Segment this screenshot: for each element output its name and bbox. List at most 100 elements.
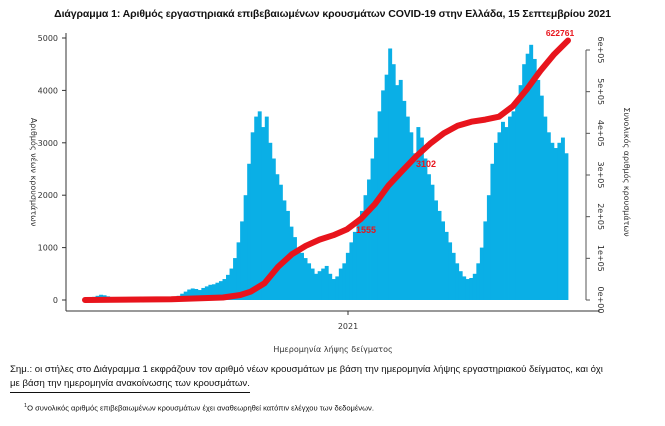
bar [201,287,206,300]
bar [307,263,312,300]
note-line-2: με βάση την ημερομηνία ανακοίνωσης των κ… [10,377,250,393]
y-tick-label: 4000 [38,86,58,95]
bar [289,226,294,300]
bar [349,242,354,300]
bar [190,288,195,300]
bar [367,179,371,300]
y2-tick-label: 4e+05 [596,120,605,147]
bar [539,95,544,300]
bar [268,142,273,300]
bar [497,132,502,300]
bar [511,111,516,300]
bar [508,116,512,300]
bar [458,271,463,300]
cumulative-line [82,37,571,303]
bar [409,132,414,300]
bar [363,195,368,300]
bar [352,231,357,300]
annotation-310217: 3102 [416,159,436,169]
bar [356,221,361,300]
bar [222,279,227,300]
bar [278,184,283,300]
note-line-1: Σημ.: οι στήλες στο Διάγραμμα 1 εκφράζου… [10,364,603,375]
bar [317,271,322,300]
bar [261,127,266,300]
x-tick-label: 2021 [338,322,358,331]
bar [553,148,558,300]
bar [546,132,551,300]
bar [275,174,280,300]
y-tick-label: 5000 [38,34,58,43]
bar [448,242,453,300]
y-tick-label: 1000 [38,244,58,253]
bar [187,289,192,300]
bar [345,252,350,300]
y-tick-label: 0 [53,296,58,305]
bar [374,137,379,300]
y-tick-label: 3000 [38,139,58,148]
bar [490,163,495,300]
bar [204,286,209,300]
bar [441,221,446,300]
bar [314,273,319,300]
bar [462,276,467,300]
bar [412,153,417,300]
bar [469,277,474,300]
bar [543,116,548,300]
bar [282,200,287,300]
y2-tick-label: 1e+05 [596,245,605,272]
bar [564,153,569,300]
bar [324,265,329,300]
bar [529,44,534,301]
bar [426,174,431,300]
bar [208,284,213,300]
y2-tick-label: 2e+05 [596,203,605,230]
bar [560,137,565,300]
left-ticks: 0 1000 2000 3000 4000 5000 [38,34,66,305]
bar [444,231,449,300]
bar [525,53,530,300]
bar [310,268,315,300]
bar [264,116,269,300]
y-tick-label: 2000 [38,191,58,200]
bar [493,142,498,300]
bar [557,142,562,300]
bar [233,258,237,300]
note: Σημ.: οι στήλες στο Διάγραμμα 1 εκφράζου… [10,363,660,393]
right-ticks: 0e+00 1e+05 2e+05 3e+05 4e+05 5e+05 6e+05 [586,37,605,314]
bar [335,276,340,300]
bar [250,132,255,300]
bar [342,263,347,300]
bar [465,279,470,300]
bar [434,200,438,300]
footnote-text: Ο συνολικός αριθμός επιβεβαιωμένων κρουσ… [27,403,374,413]
bars-group [85,44,569,301]
bar [197,290,202,300]
bar [483,221,488,300]
bar [476,263,481,300]
bar [430,184,435,300]
bar [240,221,245,300]
bar [501,121,505,300]
bar [486,195,491,300]
bar [377,111,382,300]
bar [328,273,333,300]
annotation-155510: 1555 [356,225,376,235]
bar [218,281,223,300]
footnote: 1Ο συνολικός αριθμός επιβεβαιωμένων κρου… [24,403,374,413]
y2-tick-label: 0e+00 [596,287,605,314]
bar [321,268,326,300]
bar [300,252,304,300]
bar [479,247,484,300]
bar [455,263,460,300]
footnote-mark: 1 [24,403,28,409]
bar [416,127,421,300]
bar [550,142,555,300]
bar [536,79,541,300]
bar [303,258,308,300]
bar [359,210,364,300]
bar [331,279,336,300]
bar [338,268,343,300]
chart-title: Διάγραμμα 1: Αριθμός εργαστηριακά επιβεβ… [54,8,611,20]
bar [271,158,276,300]
